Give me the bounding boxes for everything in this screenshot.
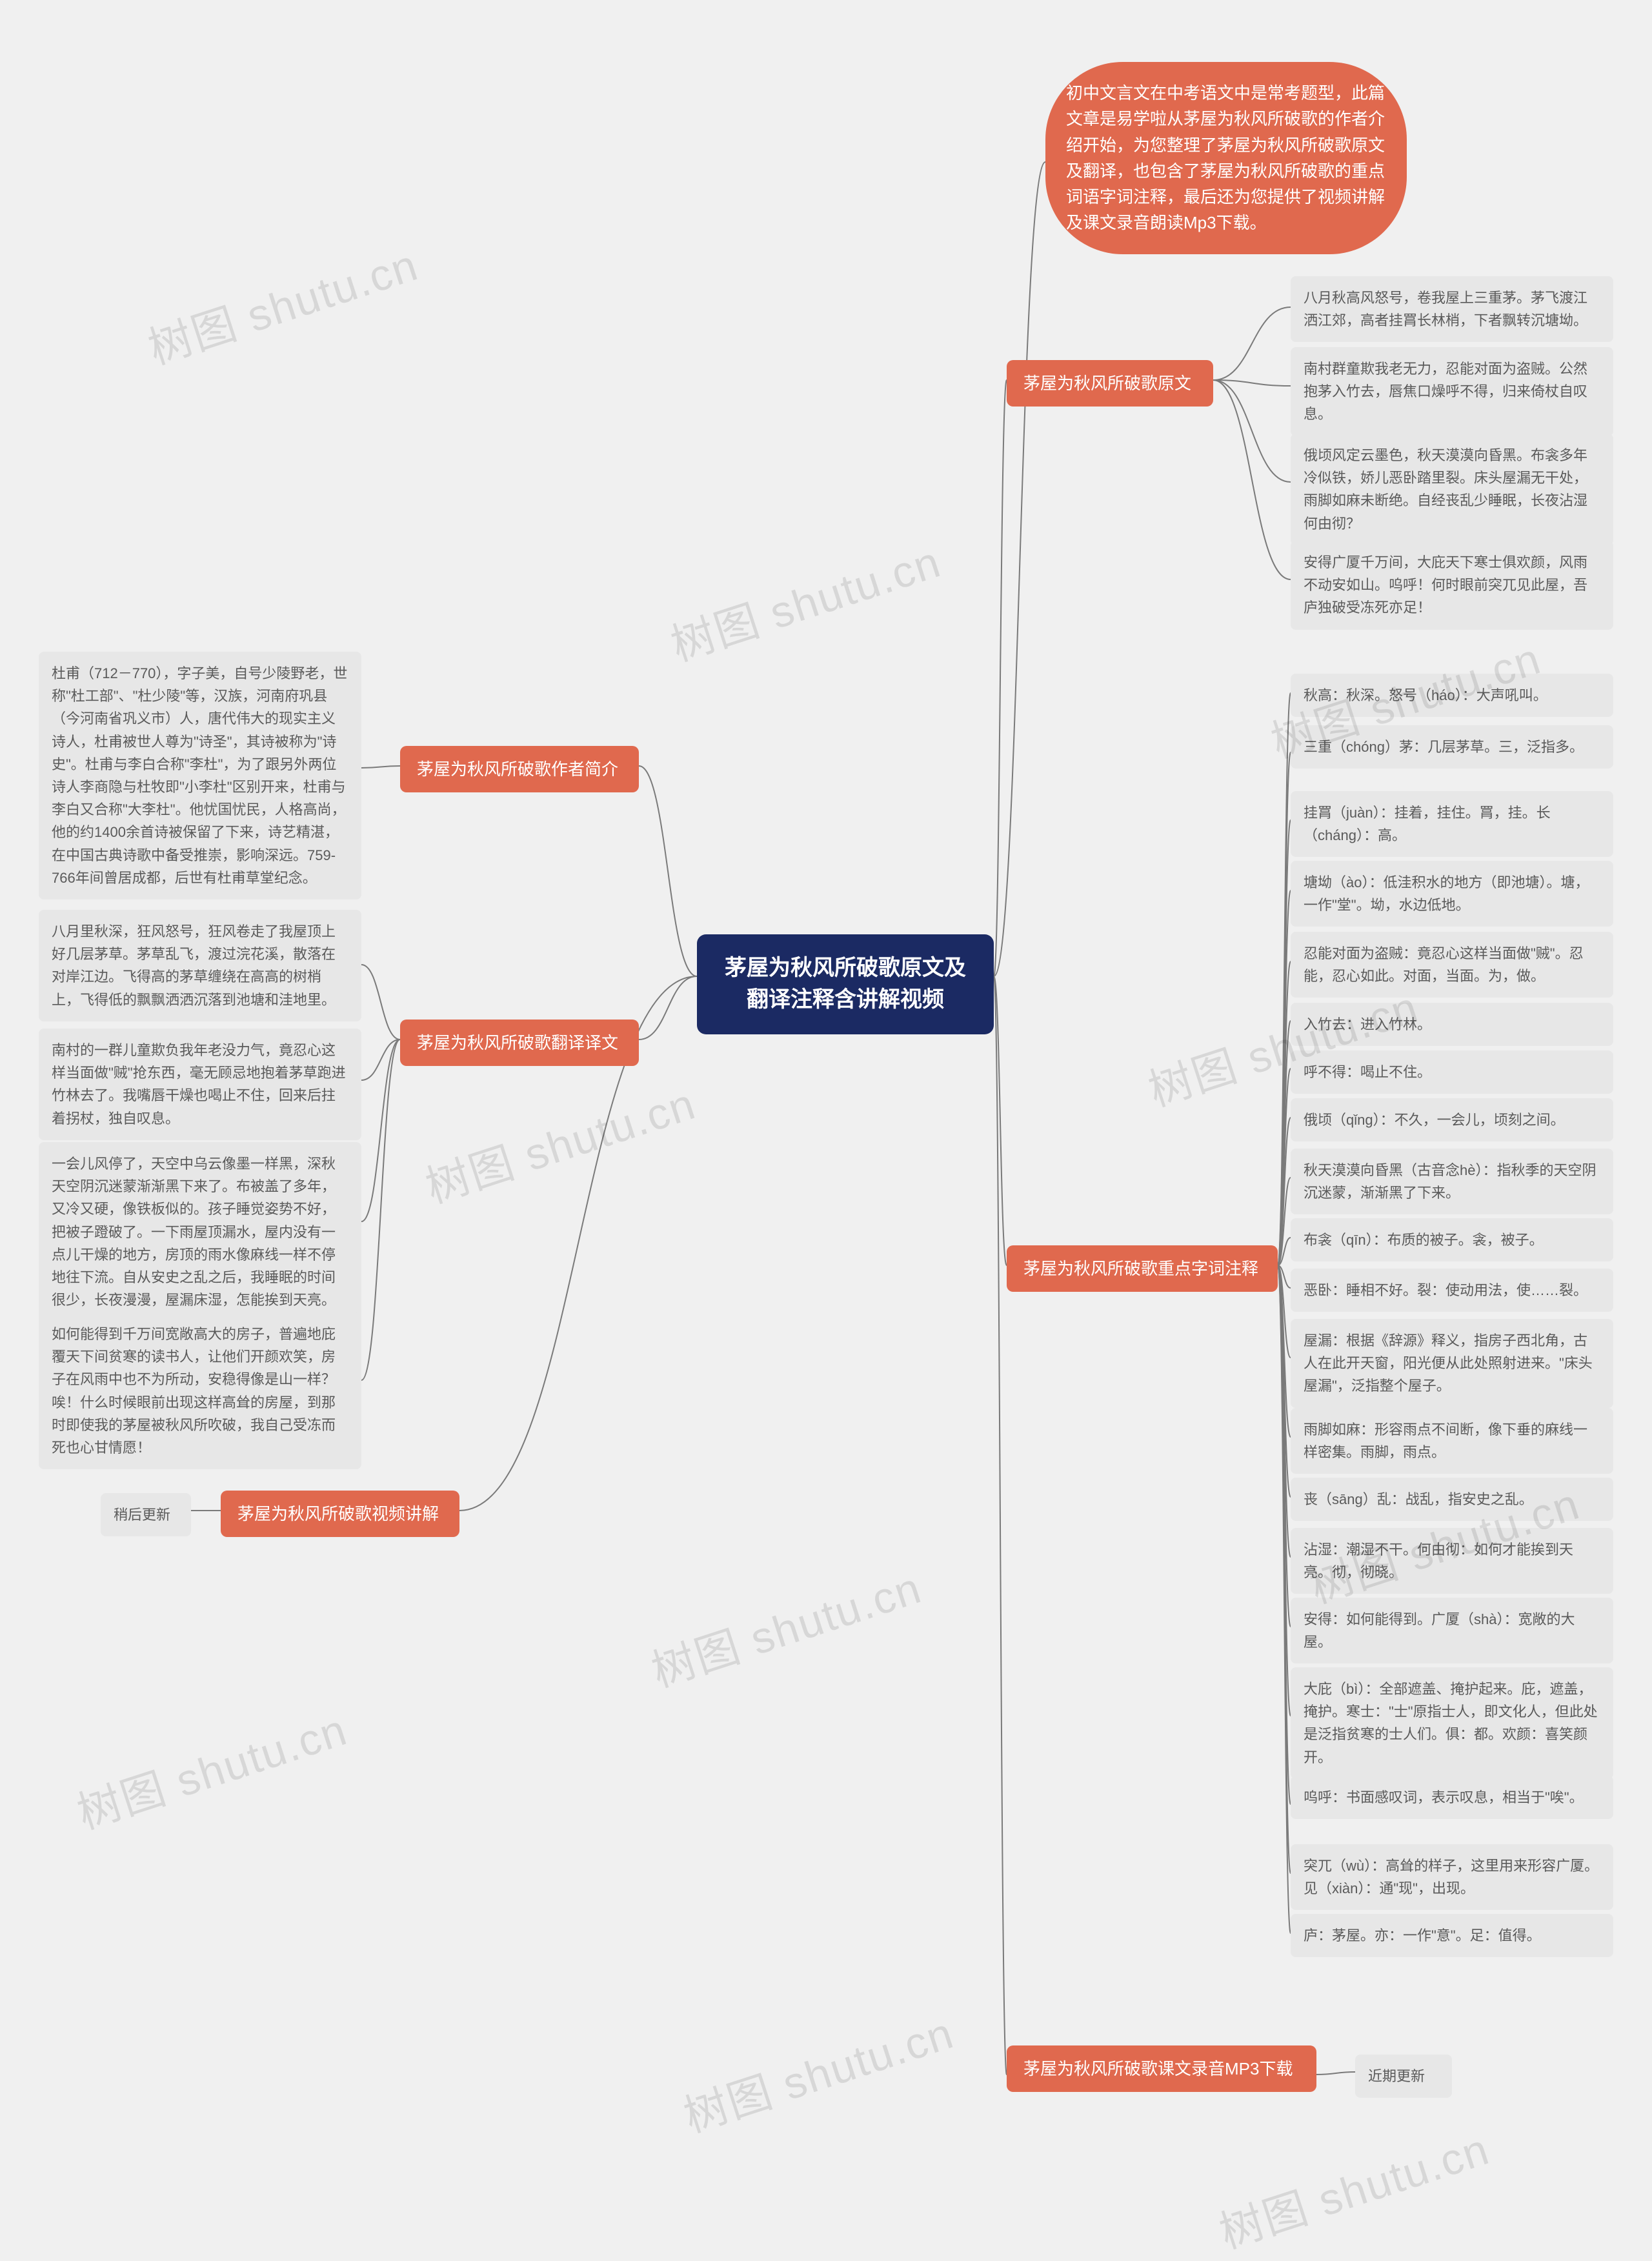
leaf-zs15: 沾湿：潮湿不干。何由彻：如何才能挨到天亮。彻，彻晓。 [1291,1528,1613,1594]
leaf-zs6: 入竹去：进入竹林。 [1291,1003,1613,1046]
leaf-zs10: 布衾（qīn）：布质的被子。衾，被子。 [1291,1218,1613,1261]
leaf-zs17: 大庇（bì）：全部遮盖、掩护起来。庇，遮盖，掩护。寒士："士"原指士人，即文化人… [1291,1667,1613,1779]
leaf-yw_t1: 八月里秋深，狂风怒号，狂风卷走了我屋顶上好几层茅草。茅草乱飞，渡过浣花溪，散落在… [39,910,361,1021]
watermark: 树图 shutu.cn [139,229,425,376]
leaf-zs14: 丧（sāng）乱：战乱，指安史之乱。 [1291,1478,1613,1521]
leaf-zs5: 忍能对面为盗贼：竟忍心这样当面做"贼"。忍能，忍心如此。对面，当面。为，做。 [1291,932,1613,998]
branch-b_shipin: 茅屋为秋风所破歌视频讲解 [221,1491,459,1537]
branch-b_yiwen: 茅屋为秋风所破歌翻译译文 [400,1020,639,1066]
branch-b_mp3: 茅屋为秋风所破歌课文录音MP3下载 [1007,2045,1316,2092]
leaf-yw_t2: 南村的一群儿童欺负我年老没力气，竟忍心这样当面做"贼"抢东西，毫无顾忌地抱着茅草… [39,1029,361,1140]
leaf-yw3: 俄顷风定云墨色，秋天漠漠向昏黑。布衾多年冷似铁，娇儿恶卧踏里裂。床头屋漏无干处，… [1291,434,1613,545]
leaf-zs2: 三重（chóng）茅：几层茅草。三，泛指多。 [1291,725,1613,769]
leaf-zs4: 塘坳（ào）：低洼积水的地方（即池塘）。塘，一作"堂"。坳，水边低地。 [1291,861,1613,927]
leaf-zs9: 秋天漠漠向昏黑（古音念hè）：指秋季的天空阴沉迷蒙，渐渐黑了下来。 [1291,1149,1613,1214]
watermark: 树图 shutu.cn [416,1068,702,1215]
branch-b_zuozhe: 茅屋为秋风所破歌作者简介 [400,746,639,792]
branch-b_intro: 初中文言文在中考语文中是常考题型，此篇文章是易学啦从茅屋为秋风所破歌的作者介绍开… [1045,62,1407,254]
leaf-sp1: 稍后更新 [101,1493,191,1536]
leaf-yw2: 南村群童欺我老无力，忍能对面为盗贼。公然抱茅入竹去，唇焦口燥呼不得，归来倚杖自叹… [1291,347,1613,436]
leaf-yw4: 安得广厦千万间，大庇天下寒士俱欢颜，风雨不动安如山。呜呼！何时眼前突兀见此屋，吾… [1291,541,1613,630]
leaf-zs3: 挂罥（juàn）：挂着，挂住。罥，挂。长（cháng）：高。 [1291,791,1613,857]
watermark: 树图 shutu.cn [661,526,947,673]
leaf-yw_t4: 如何能得到千万间宽敞高大的房子，普遍地庇覆天下间贫寒的读书人，让他们开颜欢笑，房… [39,1312,361,1469]
watermark: 树图 shutu.cn [68,1694,354,1841]
leaf-zs1: 秋高：秋深。怒号（háo）：大声吼叫。 [1291,674,1613,717]
leaf-yw_t3: 一会儿风停了，天空中乌云像墨一样黑，深秋天空阴沉迷蒙渐渐黑下来了。布被盖了多年，… [39,1142,361,1321]
leaf-zs12: 屋漏：根据《辞源》释义，指房子西北角，古人在此开天窗，阳光便从此处照射进来。"床… [1291,1319,1613,1408]
branch-b_zhushi: 茅屋为秋风所破歌重点字词注释 [1007,1245,1278,1292]
leaf-zz1: 杜甫（712－770），字子美，自号少陵野老，世称"杜工部"、"杜少陵"等，汉族… [39,652,361,899]
leaf-zs13: 雨脚如麻：形容雨点不间断，像下垂的麻线一样密集。雨脚，雨点。 [1291,1408,1613,1474]
watermark: 树图 shutu.cn [1210,2113,1496,2260]
leaf-zs20: 庐：茅屋。亦：一作"意"。足：值得。 [1291,1914,1613,1957]
leaf-zs16: 安得：如何能得到。广厦（shà）：宽敞的大屋。 [1291,1598,1613,1663]
leaf-zs18: 呜呼：书面感叹词，表示叹息，相当于"唉"。 [1291,1776,1613,1819]
watermark: 树图 shutu.cn [674,1997,960,2144]
leaf-zs19: 突兀（wù）：高耸的样子，这里用来形容广厦。见（xiàn）：通"现"，出现。 [1291,1844,1613,1910]
leaf-zs11: 恶卧：睡相不好。裂：使动用法，使……裂。 [1291,1269,1613,1312]
center-node: 茅屋为秋风所破歌原文及翻译注释含讲解视频 [697,934,994,1034]
watermark: 树图 shutu.cn [642,1552,928,1699]
leaf-zs7: 呼不得：喝止不住。 [1291,1050,1613,1094]
branch-b_yuanwen: 茅屋为秋风所破歌原文 [1007,360,1213,407]
leaf-mp1: 近期更新 [1355,2055,1452,2098]
leaf-zs8: 俄顷（qǐng）：不久，一会儿，顷刻之间。 [1291,1098,1613,1141]
leaf-yw1: 八月秋高风怒号，卷我屋上三重茅。茅飞渡江洒江郊，高者挂罥长林梢，下者飘转沉塘坳。 [1291,276,1613,342]
